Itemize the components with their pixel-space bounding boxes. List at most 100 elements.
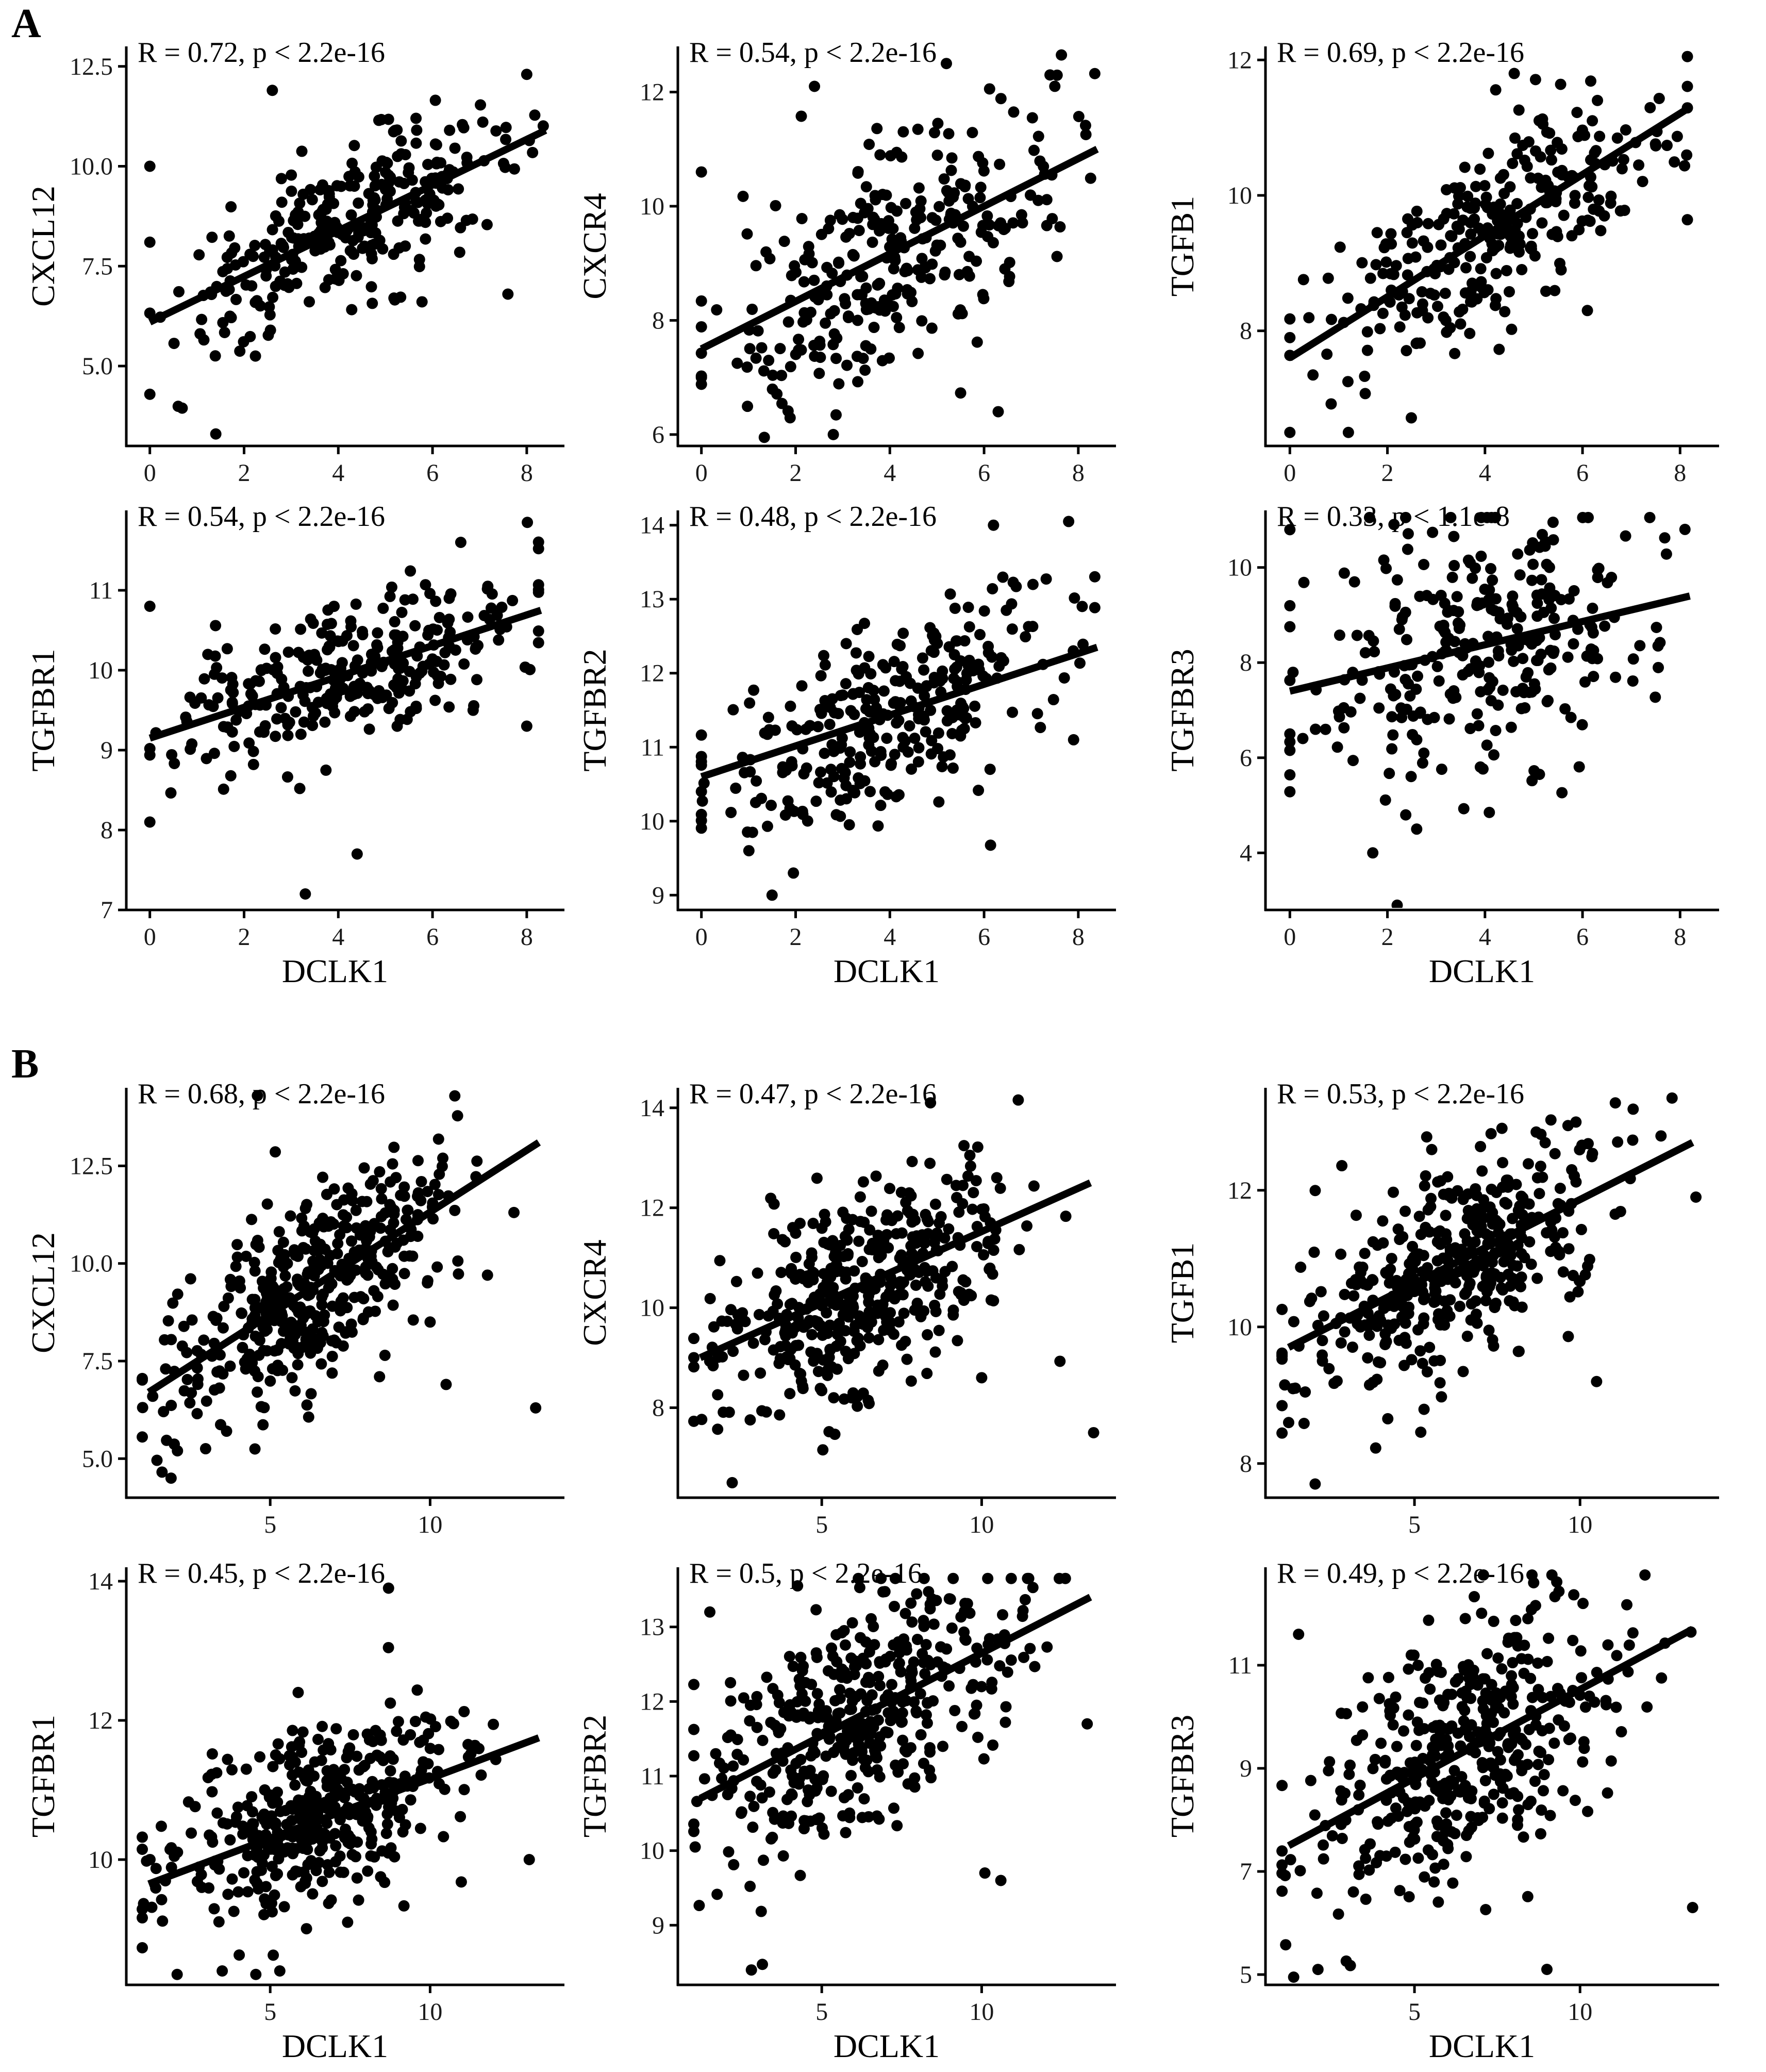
data-point (282, 1843, 294, 1855)
data-point (896, 663, 908, 675)
data-point (872, 820, 884, 832)
data-point (453, 1268, 464, 1280)
data-point (1531, 610, 1543, 622)
data-point (1474, 660, 1486, 672)
data-point (1413, 1211, 1425, 1222)
data-point (1440, 1228, 1452, 1240)
data-point (962, 660, 974, 672)
data-point (373, 114, 385, 126)
data-point (1054, 221, 1066, 233)
data-point (828, 305, 840, 317)
regression-line (148, 127, 547, 326)
x-tick-label: 5 (1408, 1998, 1421, 2026)
data-point (362, 688, 374, 700)
data-point (392, 215, 404, 227)
data-point (381, 157, 393, 169)
data-point (1049, 80, 1061, 92)
data-point (521, 69, 532, 80)
data-point (355, 1291, 366, 1303)
data-point (960, 1276, 972, 1288)
data-point (1040, 573, 1052, 585)
data-point (987, 583, 998, 594)
data-point (758, 365, 770, 377)
data-point (738, 1369, 749, 1381)
data-point (806, 1329, 818, 1340)
data-point (1454, 1300, 1465, 1312)
data-point (210, 428, 222, 440)
data-point (386, 581, 397, 593)
data-point (944, 588, 956, 600)
data-point (1490, 724, 1502, 736)
data-point (1368, 635, 1379, 647)
data-point (1431, 1831, 1443, 1843)
data-point (314, 1845, 326, 1857)
data-point (1334, 629, 1345, 641)
data-point (792, 1580, 804, 1592)
data-point (1353, 1789, 1365, 1801)
data-point (1463, 1280, 1475, 1292)
data-point (1488, 1249, 1500, 1261)
data-point (981, 1654, 993, 1666)
data-point (836, 1627, 848, 1638)
data-point (231, 1239, 243, 1251)
data-point (1550, 1241, 1561, 1253)
data-point (274, 1805, 286, 1817)
data-point (931, 1656, 943, 1668)
data-point (316, 206, 328, 218)
data-point (1024, 1643, 1036, 1654)
data-point (716, 1772, 728, 1784)
data-point (730, 1275, 742, 1287)
data-point (1445, 511, 1457, 523)
data-point (1429, 1287, 1441, 1299)
data-point (1563, 1243, 1575, 1255)
data-point (249, 1874, 261, 1886)
data-point (1570, 1176, 1582, 1188)
data-point (1284, 524, 1296, 536)
data-point (322, 698, 334, 709)
data-point (259, 643, 271, 655)
y-tick-label: 7 (1240, 1858, 1252, 1885)
data-point (224, 310, 236, 322)
data-point (1449, 1828, 1461, 1839)
data-point (688, 1679, 700, 1690)
data-point (165, 1862, 177, 1874)
data-point (1465, 296, 1477, 308)
data-point (169, 757, 180, 769)
y-tick-label: 12 (640, 660, 664, 687)
data-point (835, 1265, 847, 1277)
data-point (873, 1670, 885, 1682)
data-point (1406, 237, 1418, 249)
data-point (1455, 318, 1467, 330)
data-point (704, 1606, 716, 1618)
data-point (226, 697, 238, 708)
data-point (814, 1383, 826, 1395)
data-point (1481, 1648, 1493, 1660)
data-point (312, 1733, 324, 1745)
data-point (1501, 264, 1512, 276)
data-point (821, 1712, 833, 1724)
data-point (210, 1314, 222, 1326)
data-point (815, 228, 827, 240)
data-point (744, 766, 756, 777)
data-point (279, 1270, 291, 1282)
data-point (314, 667, 326, 679)
points-group (144, 517, 544, 900)
data-point (862, 1321, 874, 1333)
data-point (1573, 761, 1585, 773)
data-point (860, 181, 872, 193)
data-point (1669, 156, 1680, 168)
data-point (1526, 1692, 1538, 1703)
data-point (712, 1423, 724, 1435)
data-point (875, 800, 887, 811)
data-point (1359, 647, 1371, 659)
data-point (841, 359, 853, 371)
data-point (912, 347, 924, 359)
data-point (938, 173, 950, 185)
data-point (1457, 214, 1469, 226)
data-point (1427, 526, 1439, 538)
data-point (260, 1881, 272, 1893)
data-point (881, 1209, 893, 1221)
data-point (1639, 1569, 1651, 1581)
data-point (1497, 1284, 1509, 1296)
data-point (901, 1353, 913, 1365)
